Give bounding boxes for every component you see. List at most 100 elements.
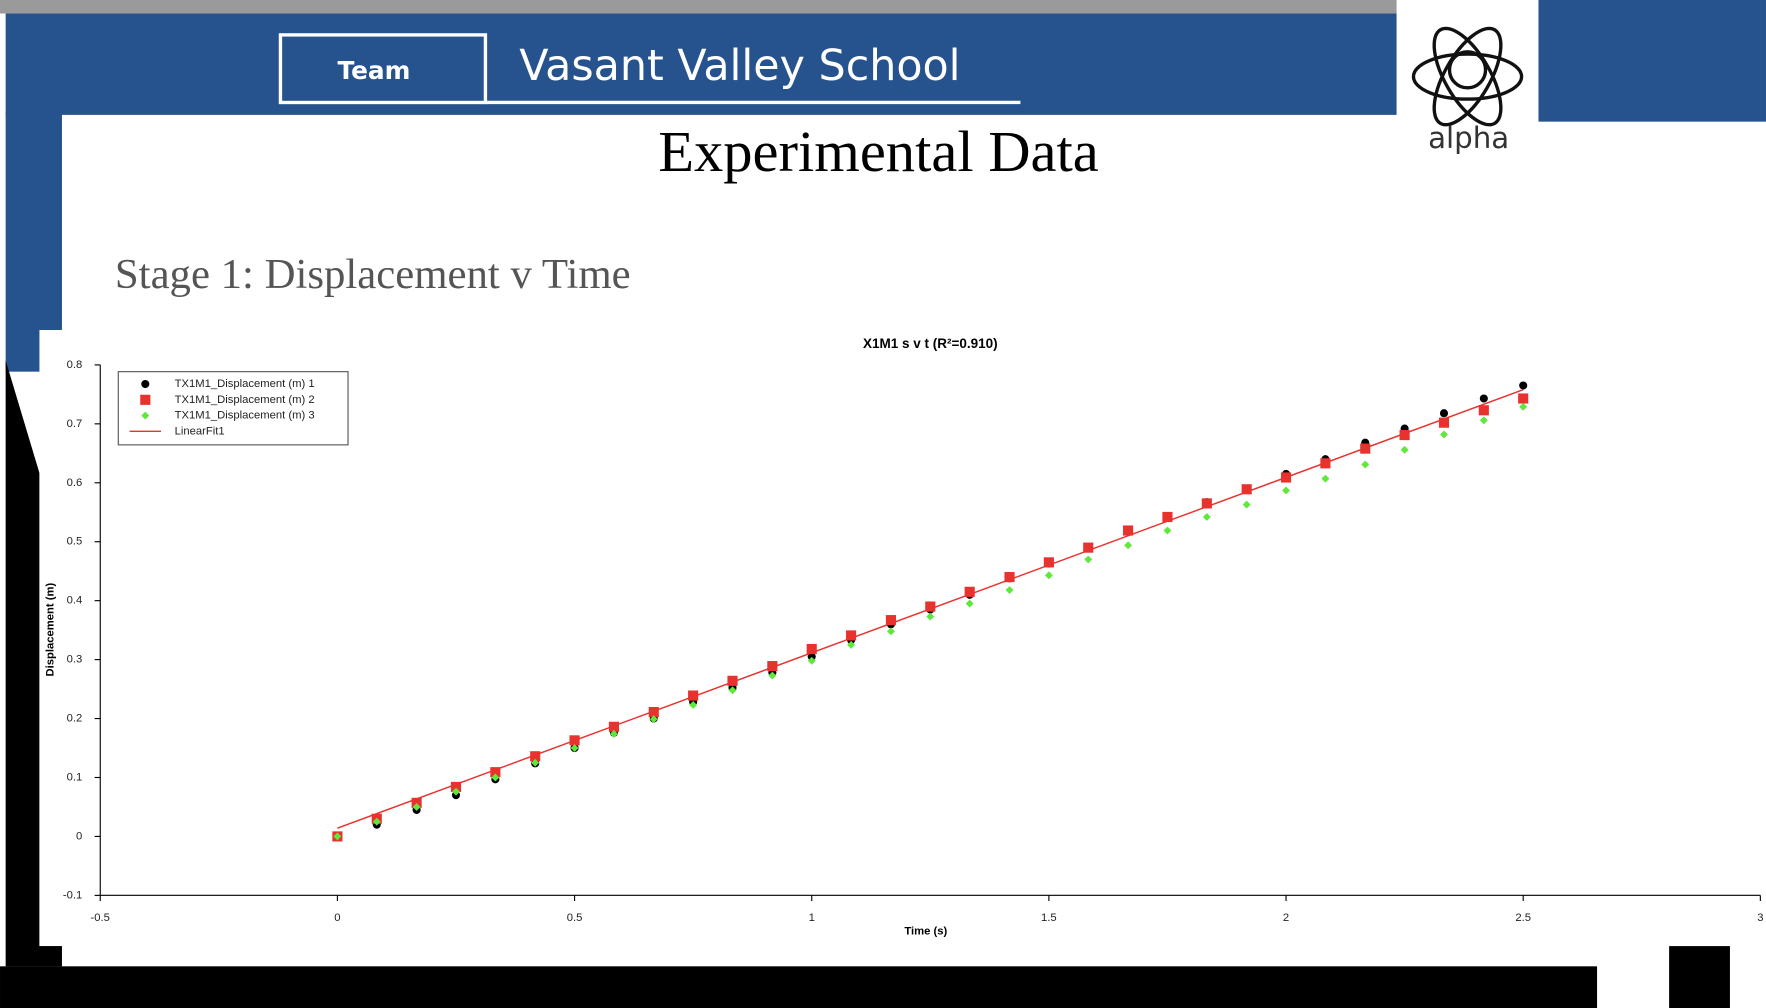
point xyxy=(531,758,540,767)
point xyxy=(1519,381,1528,390)
point xyxy=(807,656,816,665)
y-tick-label: 0 xyxy=(76,830,82,842)
legend-label: LinearFit1 xyxy=(175,425,225,437)
point xyxy=(372,817,381,826)
point xyxy=(689,701,698,709)
point xyxy=(1282,486,1290,495)
y-tick-label: -0.1 xyxy=(63,889,82,901)
header-band-right xyxy=(1538,0,1766,122)
bottom-black xyxy=(0,966,1598,1008)
y-tick-label: 0.7 xyxy=(67,418,83,430)
y-tick-label: 0.3 xyxy=(67,654,83,666)
team-box xyxy=(278,33,488,105)
point xyxy=(847,640,856,649)
top-strip xyxy=(0,0,1397,14)
point xyxy=(688,690,699,701)
y-tick-label: 0.8 xyxy=(67,359,83,371)
point xyxy=(1439,409,1449,418)
chart: X1M1 s v t (R²=0.910) Time (s) Displacemen… xyxy=(45,336,1764,937)
point xyxy=(925,601,936,612)
point xyxy=(1004,572,1015,583)
y-tick-label: 0.4 xyxy=(67,595,83,607)
point xyxy=(1241,484,1252,495)
y-axis-label: Displacement (m) xyxy=(45,582,57,676)
point xyxy=(806,643,817,655)
legend-marker xyxy=(140,394,151,405)
left-band xyxy=(5,112,62,372)
left-black xyxy=(5,360,62,967)
point xyxy=(727,675,738,686)
team-label: Team xyxy=(337,56,410,85)
point xyxy=(412,803,421,811)
point xyxy=(411,797,422,808)
point xyxy=(490,767,501,778)
point xyxy=(1478,405,1489,416)
point xyxy=(333,832,342,841)
point xyxy=(491,773,500,782)
legend-marker xyxy=(141,379,150,389)
point xyxy=(1438,417,1450,428)
point xyxy=(1519,402,1528,411)
point xyxy=(1201,498,1212,509)
point xyxy=(886,627,895,636)
point xyxy=(728,686,737,695)
point xyxy=(1084,555,1093,564)
point xyxy=(608,721,620,732)
header-band xyxy=(5,13,1397,115)
point xyxy=(1321,474,1330,483)
y-tick-label: 0.2 xyxy=(67,713,83,725)
point xyxy=(1202,513,1211,521)
point xyxy=(1163,526,1172,535)
point xyxy=(768,671,777,680)
point xyxy=(846,630,857,641)
point xyxy=(1479,416,1488,425)
point xyxy=(1361,460,1370,469)
point xyxy=(1044,571,1053,580)
point xyxy=(964,586,975,597)
x-tick-label: 1 xyxy=(809,912,815,924)
legend-box xyxy=(117,371,349,446)
point xyxy=(450,781,462,792)
point xyxy=(1399,429,1410,441)
point xyxy=(965,599,974,608)
point xyxy=(1005,586,1014,595)
point xyxy=(1242,500,1251,509)
point xyxy=(807,652,816,661)
point xyxy=(1518,393,1529,404)
school-name: Vasant Valley School xyxy=(519,41,960,91)
point xyxy=(926,612,935,621)
legend-label: TX1M1_Displacement (m) 1 xyxy=(175,378,315,390)
point xyxy=(1124,541,1133,550)
y-tick-label: 0.1 xyxy=(67,771,83,783)
y-tick-label: 0.6 xyxy=(67,477,83,489)
logo xyxy=(1411,26,1524,127)
x-axis-label: Time (s) xyxy=(904,925,947,937)
point xyxy=(1479,394,1488,403)
point xyxy=(570,744,579,752)
x-tick-label: 2.5 xyxy=(1515,912,1531,924)
slide-subtitle: Stage 1: Displacement v Time xyxy=(115,251,631,298)
x-tick-label: 0.5 xyxy=(567,912,583,924)
point xyxy=(649,715,658,724)
legend-label: TX1M1_Displacement (m) 3 xyxy=(175,410,315,422)
corner-black xyxy=(1669,946,1730,1008)
logo-text: alpha xyxy=(1428,121,1509,155)
point xyxy=(1162,511,1173,523)
point xyxy=(1083,542,1094,553)
point xyxy=(1123,525,1134,536)
legend-label: TX1M1_Displacement (m) 2 xyxy=(175,394,315,406)
point xyxy=(648,707,659,718)
point xyxy=(609,729,618,738)
x-tick-label: 2 xyxy=(1283,912,1289,924)
x-tick-label: 0 xyxy=(334,912,340,924)
slide-title: Experimental Data xyxy=(658,119,1099,184)
y-tick-label: 0.5 xyxy=(67,536,83,548)
x-tick-label: 3 xyxy=(1757,912,1763,924)
point xyxy=(1400,445,1409,454)
point xyxy=(452,787,460,796)
x-tick-label: 1.5 xyxy=(1041,912,1057,924)
chart-title: X1M1 s v t (R²=0.910) xyxy=(863,336,998,351)
point xyxy=(1043,557,1054,568)
x-tick-label: -0.5 xyxy=(91,912,110,924)
